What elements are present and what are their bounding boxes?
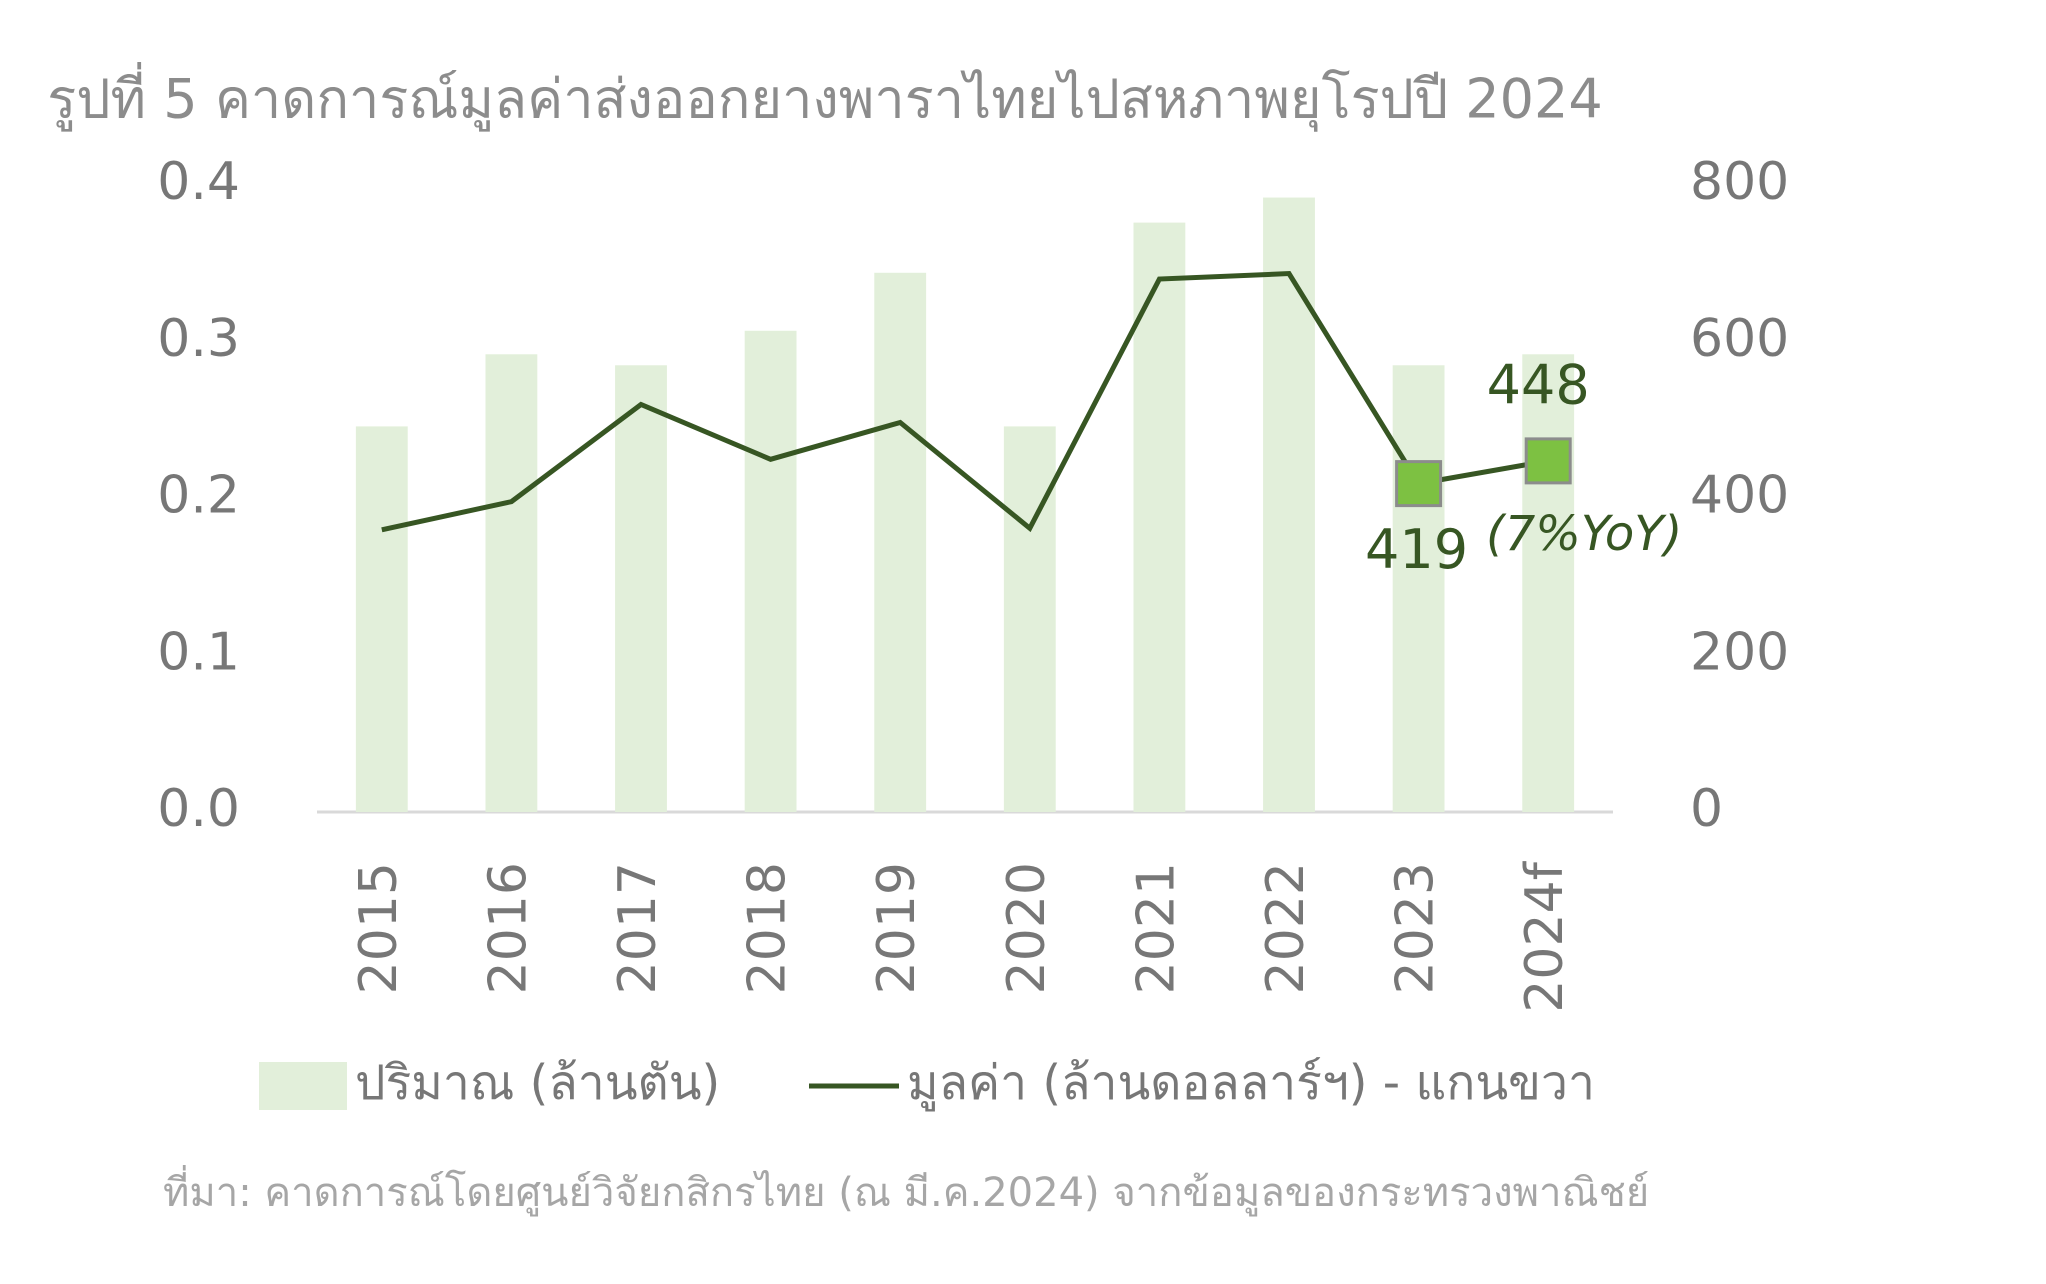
y-tick-label: 0.2 bbox=[157, 466, 240, 526]
bar bbox=[744, 330, 797, 812]
y2-tick-label: 800 bbox=[1690, 152, 1789, 212]
x-tick-label: 2022 bbox=[1256, 862, 1316, 994]
bar bbox=[1263, 197, 1315, 813]
bar bbox=[1522, 354, 1575, 812]
bar bbox=[874, 272, 927, 812]
bar bbox=[615, 365, 667, 812]
data-label: 419 bbox=[1365, 518, 1468, 581]
bar bbox=[1133, 222, 1186, 812]
y-tick-label: 0.3 bbox=[157, 309, 240, 369]
line bbox=[381, 271, 1549, 533]
data-label: 448 bbox=[1487, 354, 1590, 417]
bar bbox=[1392, 365, 1445, 812]
chart-title: รูปที่ 5 คาดการณ์มูลค่าส่งออกยางพาราไทยไ… bbox=[47, 62, 1602, 133]
x-tick-label: 2021 bbox=[1126, 862, 1186, 994]
y2-tick-label: 0 bbox=[1690, 779, 1723, 839]
x-tick-label: 2015 bbox=[349, 862, 409, 994]
point-marker bbox=[1395, 460, 1443, 508]
y2-tick-label: 400 bbox=[1690, 466, 1789, 526]
y2-tick-label: 200 bbox=[1690, 622, 1789, 682]
x-tick-label: 2017 bbox=[608, 862, 668, 994]
legend-label: มูลค่า (ล้านดอลลาร์ฯ) - แกนขวา bbox=[907, 1055, 1595, 1112]
y2-tick-label: 600 bbox=[1690, 309, 1789, 369]
point-marker bbox=[1524, 437, 1572, 485]
x-tick-label: 2018 bbox=[738, 862, 798, 994]
legend-swatch bbox=[259, 1062, 347, 1110]
x-tick-label: 2020 bbox=[997, 862, 1057, 994]
bar bbox=[1003, 426, 1056, 812]
source-note: ที่มา: คาดการณ์โดยศูนย์วิจัยกสิกรไทย (ณ … bbox=[163, 1165, 1649, 1216]
bar bbox=[485, 354, 538, 812]
x-tick-label: 2024f bbox=[1515, 860, 1575, 1012]
legend-label: ปริมาณ (ล้านตัน) bbox=[355, 1055, 720, 1111]
y-tick-label: 0.0 bbox=[157, 779, 240, 839]
x-tick-label: 2023 bbox=[1386, 862, 1446, 994]
y-tick-label: 0.4 bbox=[157, 152, 240, 212]
x-tick-label: 2016 bbox=[478, 862, 538, 994]
annotation: (7%YoY) bbox=[1486, 506, 1682, 562]
x-tick-label: 2019 bbox=[867, 862, 927, 994]
bar bbox=[355, 426, 408, 812]
y-tick-label: 0.1 bbox=[157, 622, 240, 682]
